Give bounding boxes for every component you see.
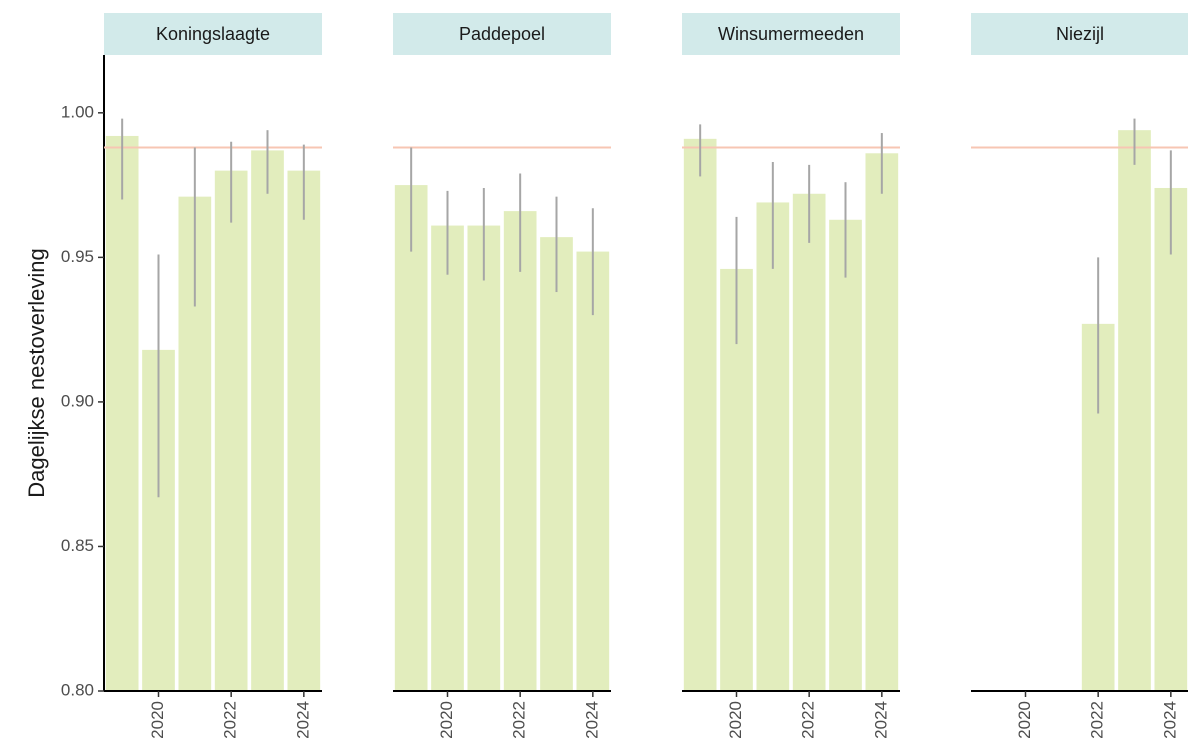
facet-strip xyxy=(682,13,900,55)
x-tick-label: 2024 xyxy=(582,701,601,739)
bar xyxy=(865,153,899,692)
bar xyxy=(540,237,573,692)
x-tick-label: 2022 xyxy=(799,701,818,739)
x-tick-label: 2024 xyxy=(293,701,312,739)
facet-panel: Winsumermeeden 2020 2022 2024 xyxy=(682,13,900,739)
x-tick-label: 2024 xyxy=(871,701,890,739)
bar xyxy=(1154,187,1188,691)
y-tick-label: 0.95 xyxy=(61,247,94,266)
facet-panel: Niezijl 2020 2022 2024 xyxy=(971,13,1188,739)
y-axis-title: Dagelijkse nestoverleving xyxy=(24,248,49,497)
bar xyxy=(792,193,826,691)
y-axis: 0.80 0.85 0.90 0.95 1.00 xyxy=(61,55,105,699)
x-tick-label: 2020 xyxy=(726,701,745,739)
x-tick-label: 2022 xyxy=(221,701,240,739)
y-tick-label: 0.90 xyxy=(61,391,94,410)
bar xyxy=(829,219,862,692)
bar xyxy=(287,170,321,692)
bar xyxy=(105,135,139,692)
facet-panels: Koningslaagte 2020 2022 2024 Paddepoel 2020 20… xyxy=(104,13,1188,739)
x-tick-label: 2020 xyxy=(148,701,167,739)
facet-strip-label: Koningslaagte xyxy=(156,24,270,44)
bar xyxy=(683,138,717,691)
facet-strip-label: Winsumermeeden xyxy=(718,24,864,44)
bar xyxy=(503,211,537,692)
facet-panel: Paddepoel 2020 2022 2024 xyxy=(393,13,611,739)
bar xyxy=(756,202,790,691)
x-tick-label: 2024 xyxy=(1160,701,1179,739)
bar xyxy=(467,225,501,691)
y-axis-label: Dagelijkse nestoverleving xyxy=(24,248,49,497)
facet-strip xyxy=(971,13,1188,55)
x-tick-label: 2022 xyxy=(510,701,529,739)
facet-panel: Koningslaagte 2020 2022 2024 xyxy=(104,13,322,739)
x-tick-label: 2020 xyxy=(437,701,456,739)
facet-strip-label: Paddepoel xyxy=(459,24,545,44)
facet-strip-label: Niezijl xyxy=(1056,24,1104,44)
bar xyxy=(576,251,610,691)
facet-strip xyxy=(393,13,611,55)
x-tick-label: 2022 xyxy=(1088,701,1107,739)
x-tick-label: 2020 xyxy=(1015,701,1034,739)
y-tick-label: 0.85 xyxy=(61,536,94,555)
y-tick-label: 1.00 xyxy=(61,102,94,121)
bar xyxy=(394,185,428,691)
y-tick-label: 0.80 xyxy=(61,680,94,699)
bar xyxy=(214,170,248,692)
bar xyxy=(1118,130,1151,691)
bar xyxy=(251,150,284,691)
bar xyxy=(431,225,464,691)
facet-strip xyxy=(104,13,322,55)
